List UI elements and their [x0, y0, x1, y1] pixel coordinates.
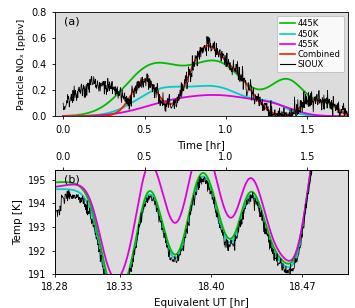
- Text: (a): (a): [64, 16, 80, 26]
- Legend: 445K, 450K, 455K, Combined, SIOUX: 445K, 450K, 455K, Combined, SIOUX: [277, 17, 344, 72]
- Y-axis label: Temp [K]: Temp [K]: [13, 199, 23, 245]
- Text: (b): (b): [64, 174, 80, 184]
- X-axis label: Time [hr]: Time [hr]: [178, 140, 225, 150]
- Y-axis label: Particle NOₓ [ppbv]: Particle NOₓ [ppbv]: [17, 19, 26, 110]
- X-axis label: Equivalent UT [hr]: Equivalent UT [hr]: [154, 298, 249, 308]
